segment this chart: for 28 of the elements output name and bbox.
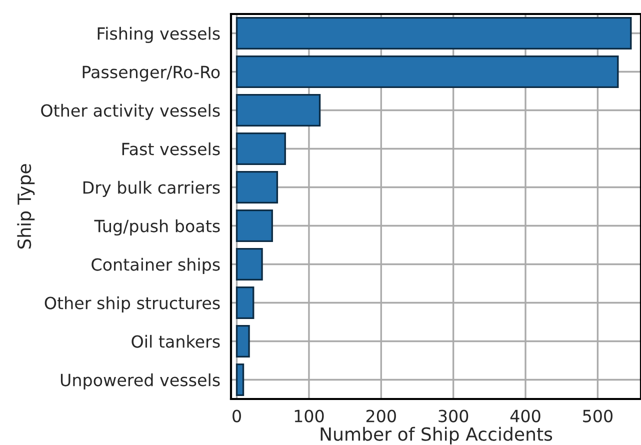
bar [236,210,273,242]
y-tick-label: Fast vessels [122,142,220,156]
y-tick-label: Oil tankers [132,334,220,348]
y-tick-label: Other activity vessels [41,104,220,120]
y-tick-label: Passenger/Ro-Ro [82,66,220,82]
y-tick-label: Unpowered vessels [60,373,220,390]
bar [236,248,263,280]
y-tick-label: Other ship structures [44,296,220,313]
bar [236,132,286,165]
y-tick-label: Tug/push boats [94,219,220,236]
bar [236,325,250,358]
x-tick-label: 200 [366,410,396,422]
bar [236,364,244,396]
y-tick-label: Fishing vessels [98,26,220,44]
x-axis-title: Number of Ship Accidents [320,426,552,444]
y-tick-label: Dry bulk carriers [83,180,220,198]
x-tick-label: 0 [232,410,241,422]
x-tick-label: 500 [583,410,612,422]
bar [236,171,278,204]
bar [236,94,321,126]
y-axis-title: Ship Type [17,164,35,249]
y-tick-label: Container ships [92,258,220,274]
x-tick-label: 300 [438,410,468,422]
bar [236,286,254,319]
bar [236,56,619,88]
x-tick-label: 100 [294,410,324,422]
bar [236,17,632,50]
x-tick-label: 400 [510,410,540,422]
